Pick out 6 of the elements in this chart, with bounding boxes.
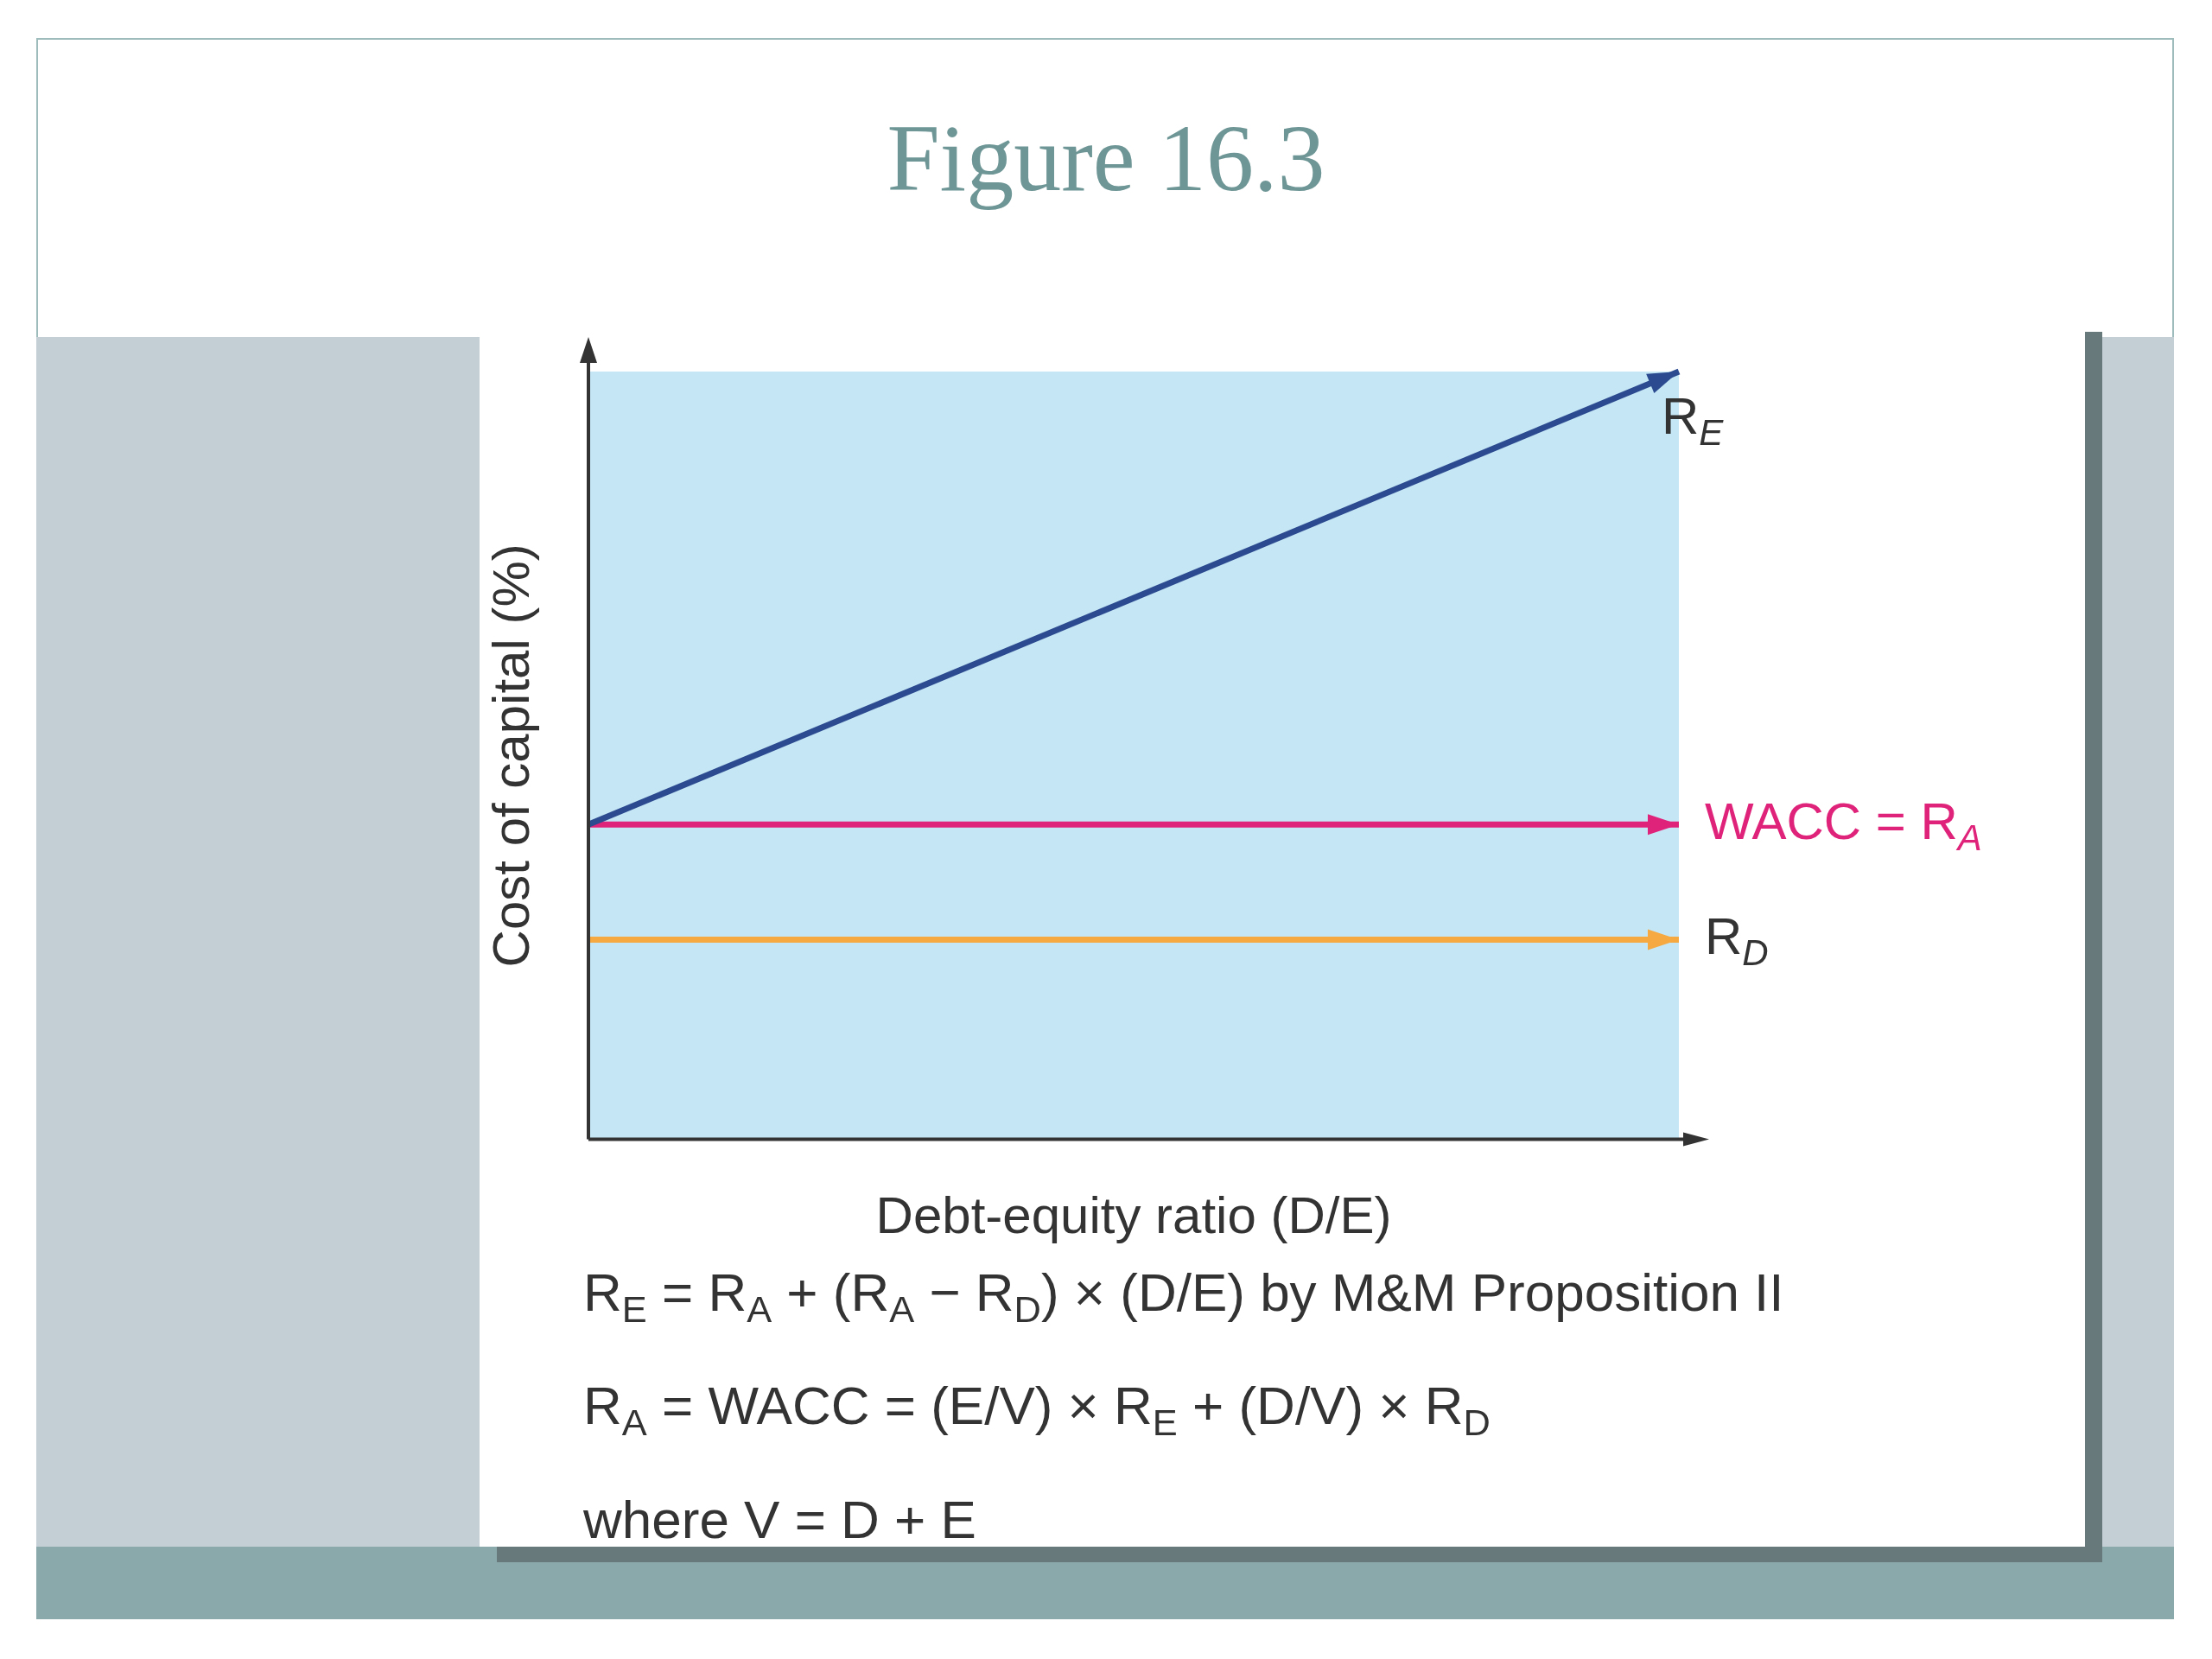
- text: R$_{A}$ = WACC = (E/V) × R$_{E}$ + (D/V) × R$_{D}$: [583, 1375, 1491, 1446]
- text: where V = D + E: [583, 1488, 977, 1551]
- x-axis-title: Debt-equity ratio (D/E): [875, 1185, 1392, 1244]
- text: R$_{E}$ = R$_{A}$ + (R$_{A}$ − R$_{D}$) × (D/E) by M&M Proposition II: [583, 1262, 1784, 1331]
- y-axis-title: Cost of capital (%): [481, 543, 540, 968]
- chart-title: Figure 16.3: [886, 105, 1326, 213]
